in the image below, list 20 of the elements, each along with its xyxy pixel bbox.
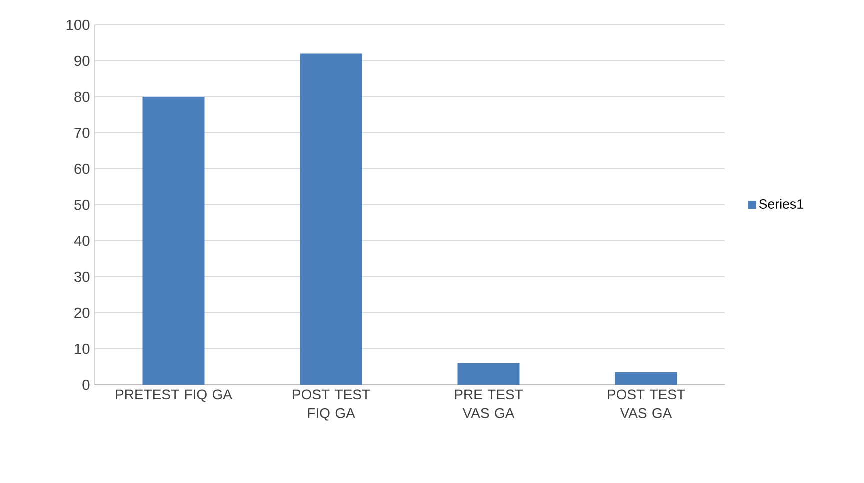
bar <box>615 372 678 386</box>
bar <box>142 96 205 386</box>
y-tick-label: 20 <box>74 308 90 318</box>
y-tick-label: 0 <box>82 380 90 390</box>
y-tick-label: 100 <box>66 20 90 30</box>
y-tick-label: 40 <box>74 236 90 246</box>
y-tick-label: 60 <box>74 164 90 174</box>
y-tick-label: 50 <box>74 200 90 210</box>
y-tick-label: 70 <box>74 128 90 138</box>
y-tick-label: 80 <box>74 92 90 102</box>
x-tick-label: POST TEST VAS GA <box>608 390 686 418</box>
x-tick-label: POST TEST FIQ GA <box>293 390 370 421</box>
x-tick-label: PRETEST FIQ GA <box>116 390 232 402</box>
y-tick-label: 30 <box>74 272 90 282</box>
y-tick-label: 10 <box>75 344 90 354</box>
bar <box>458 363 520 386</box>
x-tick-label: PRE TEST VAS GA <box>455 390 524 418</box>
bar <box>300 54 362 386</box>
y-tick-label: 90 <box>74 56 90 66</box>
legend-label: Series1 <box>759 199 804 209</box>
